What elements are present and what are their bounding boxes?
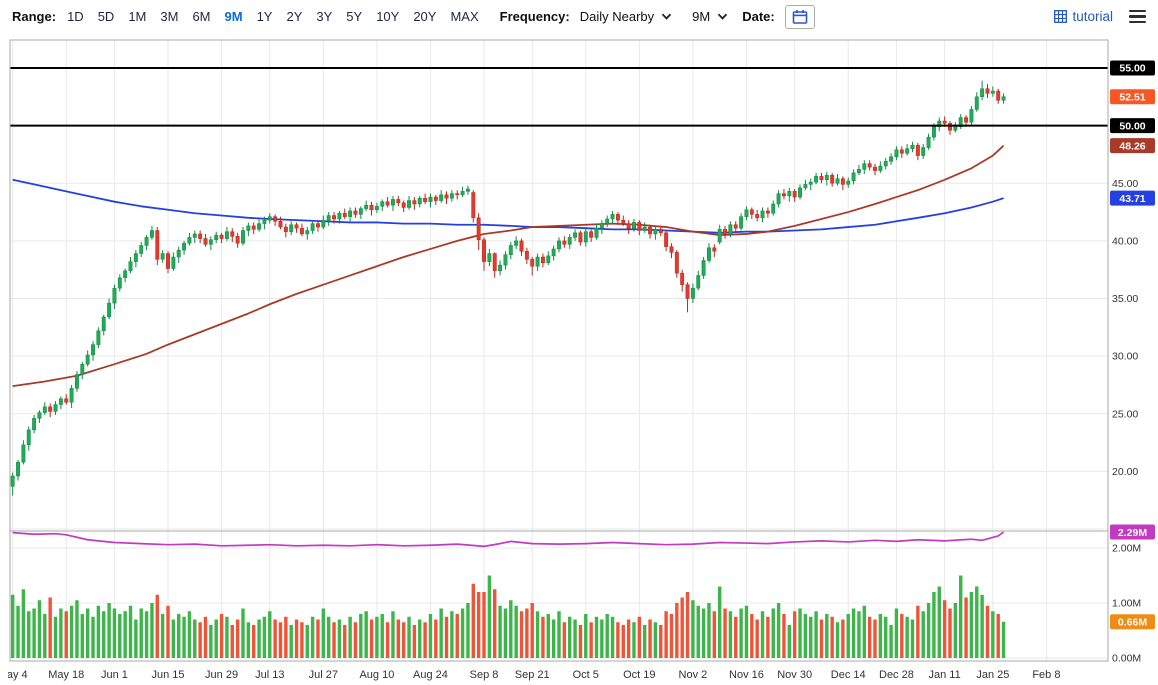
svg-text:May 4: May 4 bbox=[0, 669, 28, 681]
svg-text:30.00: 30.00 bbox=[1112, 351, 1138, 363]
range-option-9m[interactable]: 9M bbox=[224, 9, 243, 24]
last-volume-badge: 0.66M bbox=[1110, 614, 1155, 630]
x-axis-labels: May 4 May 18 Jun 1 Jun 15 Jun 29 Jul 13 Jul 27… bbox=[0, 669, 1060, 681]
svg-text:Jun 29: Jun 29 bbox=[205, 669, 238, 681]
date-picker-button[interactable] bbox=[784, 4, 815, 29]
svg-text:40.00: 40.00 bbox=[1112, 235, 1138, 247]
volume-bars bbox=[10, 575, 1006, 658]
svg-text:55.00: 55.00 bbox=[1119, 63, 1145, 75]
svg-text:2.29M: 2.29M bbox=[1118, 527, 1147, 539]
tutorial-label: tutorial bbox=[1072, 9, 1113, 24]
frequency-value: Daily Nearby bbox=[579, 9, 655, 24]
range-option-10y[interactable]: 10Y bbox=[376, 9, 400, 24]
svg-text:Jul 13: Jul 13 bbox=[255, 669, 284, 681]
range-option-1d[interactable]: 1D bbox=[67, 9, 84, 24]
toolbar: Range: 1D 5D 1M 3M 6M 9M 1Y 2Y 3Y 5Y 10Y 20Y MAX Fre… bbox=[0, 0, 1158, 33]
svg-text:Jun 1: Jun 1 bbox=[101, 669, 128, 681]
chevron-down-icon bbox=[661, 13, 672, 20]
period-value: 9M bbox=[692, 9, 711, 24]
chart-area: 55.00 50.00 45.00 40.00 35.00 30.00 25.00 20.00… bbox=[0, 33, 1158, 685]
svg-text:May 18: May 18 bbox=[48, 669, 84, 681]
calendar-icon bbox=[792, 9, 808, 24]
svg-text:52.51: 52.51 bbox=[1119, 91, 1145, 103]
hamburger-menu-icon[interactable] bbox=[1127, 8, 1148, 26]
svg-text:Jul 27: Jul 27 bbox=[309, 669, 338, 681]
svg-text:Sep 8: Sep 8 bbox=[470, 669, 499, 681]
last-price-badge: 52.51 bbox=[1110, 89, 1155, 105]
range-option-6m[interactable]: 6M bbox=[192, 9, 211, 24]
svg-text:Nov 16: Nov 16 bbox=[729, 669, 764, 681]
range-option-20y[interactable]: 20Y bbox=[413, 9, 437, 24]
svg-text:Jan 25: Jan 25 bbox=[976, 669, 1009, 681]
range-option-1y[interactable]: 1Y bbox=[256, 9, 273, 24]
range-label: Range: bbox=[12, 9, 57, 24]
ma-blue-line bbox=[12, 178, 1004, 234]
range-option-5y[interactable]: 5Y bbox=[346, 9, 363, 24]
svg-text:1.00M: 1.00M bbox=[1112, 598, 1141, 610]
svg-text:Aug 24: Aug 24 bbox=[413, 669, 448, 681]
frequency-label: Frequency: bbox=[499, 9, 570, 24]
svg-text:Dec 28: Dec 28 bbox=[879, 669, 914, 681]
svg-text:Jan 11: Jan 11 bbox=[929, 669, 961, 681]
date-label: Date: bbox=[742, 9, 775, 24]
hline-50-badge: 50.00 bbox=[1110, 118, 1155, 134]
panel-border bbox=[9, 39, 1109, 662]
svg-text:48.26: 48.26 bbox=[1119, 140, 1145, 152]
svg-text:25.00: 25.00 bbox=[1112, 408, 1138, 420]
svg-text:Oct 19: Oct 19 bbox=[623, 669, 655, 681]
svg-text:35.00: 35.00 bbox=[1112, 293, 1138, 305]
range-option-5d[interactable]: 5D bbox=[97, 9, 115, 24]
svg-text:Nov 30: Nov 30 bbox=[777, 669, 812, 681]
svg-text:Jun 15: Jun 15 bbox=[151, 669, 184, 681]
svg-text:Nov 2: Nov 2 bbox=[679, 669, 708, 681]
frequency-dropdown[interactable]: Daily Nearby bbox=[580, 9, 672, 24]
ma-red-badge: 48.26 bbox=[1110, 138, 1155, 154]
hline-55-badge: 55.00 bbox=[1110, 60, 1155, 76]
range-group: 1D 5D 1M 3M 6M 9M 1Y 2Y 3Y 5Y 10Y 20Y MAX bbox=[60, 9, 486, 24]
ma-red-line bbox=[12, 145, 1005, 387]
svg-text:0.00M: 0.00M bbox=[1112, 653, 1141, 665]
range-option-3y[interactable]: 3Y bbox=[316, 9, 333, 24]
chart-background bbox=[0, 33, 1158, 685]
open-interest-line bbox=[12, 531, 1005, 548]
tutorial-link[interactable]: tutorial bbox=[1054, 9, 1113, 24]
svg-text:45.00: 45.00 bbox=[1112, 178, 1138, 190]
svg-text:Dec 14: Dec 14 bbox=[831, 669, 866, 681]
svg-text:0.66M: 0.66M bbox=[1118, 616, 1147, 628]
svg-text:20.00: 20.00 bbox=[1112, 466, 1138, 478]
chart-canvas[interactable]: 55.00 50.00 45.00 40.00 35.00 30.00 25.00 20.00… bbox=[0, 33, 1158, 685]
candlestick-series bbox=[10, 80, 1006, 496]
range-option-3m[interactable]: 3M bbox=[160, 9, 179, 24]
period-dropdown[interactable]: 9M bbox=[692, 9, 728, 24]
range-option-1m[interactable]: 1M bbox=[128, 9, 147, 24]
svg-text:2.00M: 2.00M bbox=[1112, 543, 1141, 555]
grid-icon bbox=[1054, 10, 1068, 23]
range-option-max[interactable]: MAX bbox=[450, 9, 479, 24]
open-interest-badge: 2.29M bbox=[1110, 524, 1155, 540]
svg-text:Sep 21: Sep 21 bbox=[515, 669, 550, 681]
chevron-down-icon bbox=[718, 13, 728, 20]
svg-text:Feb 8: Feb 8 bbox=[1032, 669, 1060, 681]
svg-text:Oct 5: Oct 5 bbox=[573, 669, 599, 681]
range-option-2y[interactable]: 2Y bbox=[286, 9, 303, 24]
ma-blue-badge: 43.71 bbox=[1110, 190, 1155, 206]
svg-text:50.00: 50.00 bbox=[1119, 120, 1145, 132]
svg-text:43.71: 43.71 bbox=[1119, 193, 1145, 205]
svg-text:Aug 10: Aug 10 bbox=[359, 669, 394, 681]
